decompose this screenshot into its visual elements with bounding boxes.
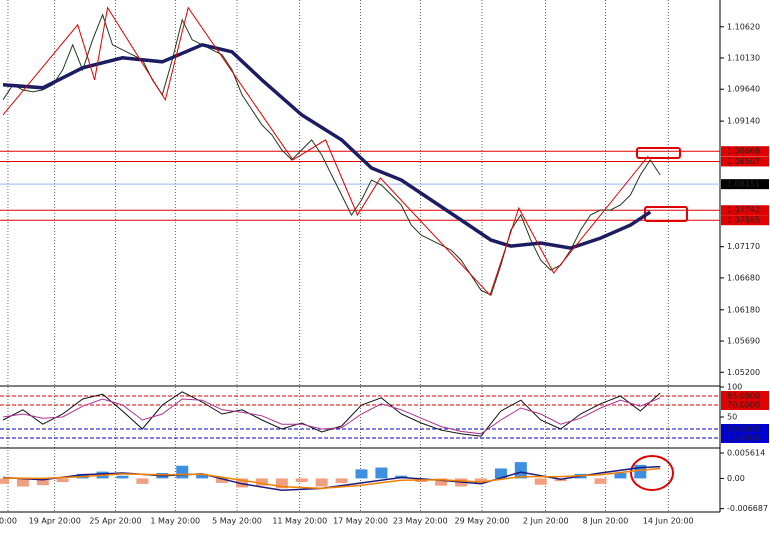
- y-tick-label: 1.10130: [727, 54, 760, 63]
- y-tick-label: 1.05690: [727, 337, 760, 346]
- current-price-label: 1.08151: [727, 180, 760, 189]
- level-label: 1.07585: [727, 216, 760, 225]
- histogram-bar: [375, 467, 388, 479]
- level-label: 30.0000: [727, 425, 760, 434]
- histogram-bar: [176, 465, 189, 479]
- y-tick-label: 1.09640: [727, 85, 760, 94]
- level-label-bg: [721, 205, 769, 216]
- price-line: [2, 6, 649, 297]
- x-tick-label: 17 May 20:00: [333, 517, 388, 526]
- histogram-bar: [36, 478, 49, 486]
- x-tick-label: 1 May 20:00: [150, 517, 200, 526]
- histogram-bar: [235, 478, 248, 488]
- level-label-bg: [721, 424, 769, 434]
- histogram-bar: [435, 478, 448, 486]
- level-label: 1.08668: [727, 147, 760, 156]
- y-tick-label: 0.005614: [727, 449, 765, 458]
- macd-line: [2, 467, 661, 490]
- level-label-bg: [721, 146, 769, 157]
- histogram-bar: [275, 478, 288, 489]
- histogram-bar: [0, 478, 9, 484]
- histogram-bar: [355, 469, 368, 479]
- level-label: 1.07742: [727, 206, 760, 215]
- level-label: 1.08507: [727, 157, 760, 166]
- x-tick-label: 5 May 20:00: [212, 517, 262, 526]
- y-tick-label: 50: [727, 413, 737, 422]
- level-label-bg: [721, 215, 769, 226]
- y-tick-label: 1.06680: [727, 273, 760, 282]
- histogram-bar: [136, 478, 149, 484]
- histogram-bar: [614, 472, 627, 479]
- y-tick-label: 1.07170: [727, 242, 760, 251]
- y-tick-label: 1.09140: [727, 117, 760, 126]
- level-label-bg: [721, 400, 769, 410]
- histogram-bar: [255, 478, 268, 486]
- y-tick-label: 1.10620: [727, 22, 760, 31]
- level-label: 70.0000: [727, 401, 760, 410]
- level-label: 85.0000: [727, 392, 760, 401]
- y-tick-label: 0.00: [727, 474, 745, 483]
- x-tick-label: 8 Jun 20:00: [583, 517, 629, 526]
- y-tick-label: 100: [727, 383, 742, 392]
- histogram-bar: [494, 468, 507, 479]
- histogram-bar: [335, 478, 348, 483]
- x-tick-label: 23 May 20:00: [393, 517, 448, 526]
- histogram-bar: [56, 478, 69, 483]
- y-tick-label: 1.05200: [727, 368, 760, 377]
- current-price-bg: [721, 179, 769, 190]
- x-tick-label: 2 Jun 20:00: [523, 517, 569, 526]
- histogram-bar: [295, 478, 308, 483]
- x-tick-label: 19 Apr 20:00: [29, 517, 81, 526]
- level-label: 15.0000: [727, 434, 760, 443]
- histogram-bar: [216, 478, 229, 483]
- oscillator-line: [2, 391, 661, 437]
- x-tick-label: 11 May 20:00: [272, 517, 327, 526]
- histogram-bar: [16, 478, 29, 487]
- y-tick-label: 1.06180: [727, 305, 760, 314]
- histogram-bar: [474, 478, 487, 483]
- x-tick-label: 0:00: [0, 517, 17, 526]
- histogram-bar: [116, 475, 129, 479]
- highlight-box: [636, 147, 681, 159]
- level-label-bg: [721, 391, 769, 401]
- histogram-bar: [534, 478, 547, 485]
- level-label-bg: [721, 433, 769, 443]
- level-label-bg: [721, 156, 769, 167]
- x-tick-label: 25 Apr 20:00: [89, 517, 141, 526]
- price-line: [2, 42, 652, 250]
- y-tick-label: -0.006687: [727, 504, 768, 513]
- macd-line: [2, 465, 661, 491]
- oscillator-line: [2, 397, 661, 435]
- x-tick-label: 29 May 20:00: [455, 517, 510, 526]
- histogram-bar: [315, 478, 328, 487]
- highlight-circle: [630, 455, 674, 491]
- x-tick-label: 14 Jun 20:00: [643, 517, 694, 526]
- histogram-bar: [594, 478, 607, 484]
- histogram-bar: [514, 462, 527, 479]
- histogram-bar: [196, 473, 209, 479]
- price-line: [2, 13, 661, 296]
